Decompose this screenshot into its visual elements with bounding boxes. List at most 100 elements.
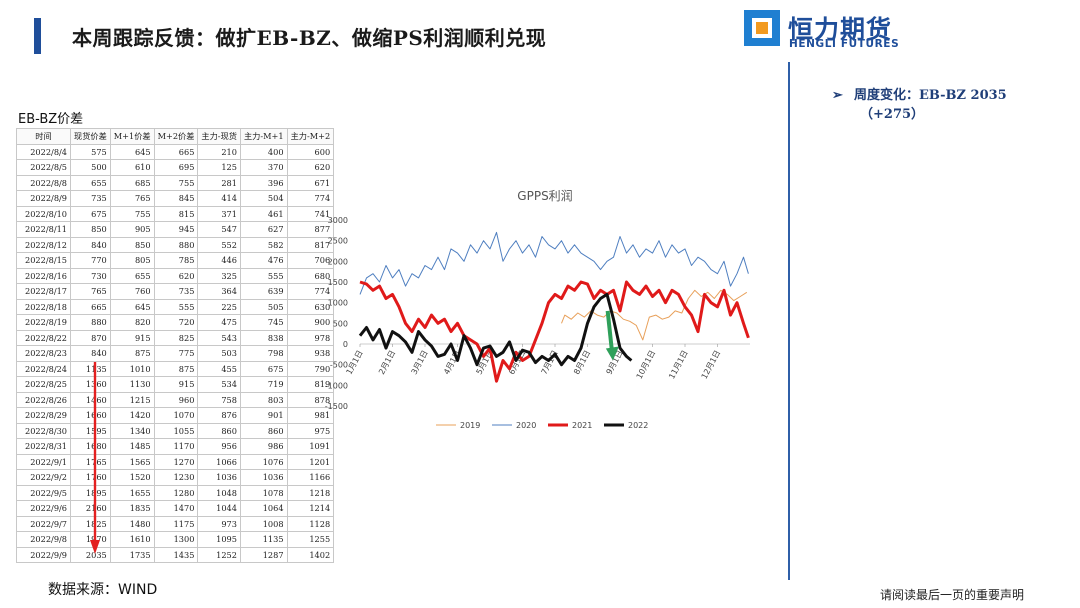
table-cell: 1095: [197, 531, 241, 548]
table-cell: 805: [109, 252, 155, 269]
table-cell: 2022/8/11: [16, 221, 71, 238]
table-cell: 803: [239, 391, 288, 408]
table-cell: 1076: [239, 453, 288, 470]
table-cell: 1214: [286, 500, 335, 517]
table-cell: 840: [70, 345, 111, 362]
weekly-change-note: ➢ 周度变化：EB-BZ 2035 （+275）: [832, 86, 1007, 124]
bullet-arrow-icon: ➢: [832, 88, 843, 103]
table-cell: 1175: [153, 515, 199, 532]
table-row: 2022/9/6 2160 1835 1470 1044 1064 1214: [16, 500, 335, 517]
table-cell: 639: [239, 283, 288, 300]
table-cell: 745: [239, 314, 288, 331]
table-cell: 915: [109, 329, 155, 346]
table-cell: 210: [197, 143, 241, 160]
table-cell: 695: [153, 159, 199, 176]
table-cell: 2022/8/8: [16, 174, 71, 191]
table-cell: 860: [197, 422, 241, 439]
table-cell: 325: [197, 267, 241, 284]
table-row: 2022/8/10 675 755 815 371 461 741: [16, 205, 335, 222]
table-header-cell: 主力-现货: [197, 128, 241, 145]
y-tick-label: 500: [333, 319, 348, 328]
y-tick-label: 1000: [328, 299, 348, 308]
table-header-cell: 时间: [16, 128, 71, 145]
table-cell: 1485: [109, 438, 155, 455]
table-cell: 1135: [239, 531, 288, 548]
table-row: 2022/8/22 870 915 825 543 838 978: [16, 329, 335, 346]
table-row: 2022/9/1 1765 1565 1270 1066 1076 1201: [16, 453, 335, 470]
table-cell: 758: [197, 391, 241, 408]
table-cell: 770: [70, 252, 111, 269]
x-tick-label: 8月1日: [572, 349, 592, 376]
table-cell: 1078: [239, 484, 288, 501]
table-cell: 2022/8/9: [16, 190, 71, 207]
logo-english-name: HENGLI FUTURES: [789, 38, 900, 50]
y-tick-label: -1000: [325, 381, 348, 390]
table-row: 2022/8/19 880 820 720 475 745 900: [16, 314, 335, 331]
table-header-cell: 主力-M+2: [286, 128, 335, 145]
table-cell: 2022/8/4: [16, 143, 71, 160]
table-row: 2022/8/23 840 875 775 503 798 938: [16, 345, 335, 362]
table-cell: 2022/8/18: [16, 298, 71, 315]
table-cell: 2022/8/23: [16, 345, 71, 362]
logo-icon: [744, 10, 780, 46]
page-title: 本周跟踪反馈：做扩EB-BZ、做缩PS利润顺利兑现: [72, 26, 547, 50]
table-cell: 2022/8/30: [16, 422, 71, 439]
table-cell: 945: [153, 221, 199, 238]
table-cell: 685: [109, 174, 155, 191]
table-cell: 760: [109, 283, 155, 300]
table-cell: 2022/9/6: [16, 500, 71, 517]
table-cell: 1008: [239, 515, 288, 532]
table-title: EB-BZ价差: [18, 112, 84, 127]
table-cell: 446: [197, 252, 241, 269]
table-row: 2022/8/11 850 905 945 547 627 877: [16, 221, 335, 238]
table-cell: 620: [286, 159, 335, 176]
table-cell: 364: [197, 283, 241, 300]
table-cell: 960: [153, 391, 199, 408]
series-line-2022: [358, 292, 633, 367]
series-line-2019: [561, 289, 748, 341]
table-cell: 2022/8/17: [16, 283, 71, 300]
table-cell: 817: [286, 236, 335, 253]
table-cell: 2022/8/26: [16, 391, 71, 408]
table-cell: 1520: [109, 469, 155, 486]
table-header-cell: 现货价差: [70, 128, 111, 145]
legend-label: 2020: [516, 421, 536, 430]
table-header-cell: M+2价差: [153, 128, 199, 145]
table-cell: 2022/8/31: [16, 438, 71, 455]
table-cell: 620: [153, 267, 199, 284]
table-row: 2022/9/8 1970 1610 1300 1095 1135 1255: [16, 531, 335, 548]
table-row: 2022/8/12 840 850 880 552 582 817: [16, 236, 335, 253]
table-row: 2022/8/17 765 760 735 364 639 774: [16, 283, 335, 300]
table-cell: 396: [239, 174, 288, 191]
table-cell: 1036: [239, 469, 288, 486]
table-cell: 461: [239, 205, 288, 222]
table-cell: 125: [197, 159, 241, 176]
table-row: 2022/8/9 735 765 845 414 504 774: [16, 190, 335, 207]
table-cell: 505: [239, 298, 288, 315]
table-cell: 2022/8/15: [16, 252, 71, 269]
table-cell: 1420: [109, 407, 155, 424]
table-cell: 555: [239, 267, 288, 284]
table-cell: 552: [197, 236, 241, 253]
x-tick-label: 7月1日: [540, 349, 560, 376]
table-cell: 1435: [153, 546, 199, 563]
table-cell: 455: [197, 360, 241, 377]
table-cell: 1036: [197, 469, 241, 486]
table-cell: 956: [197, 438, 241, 455]
table-cell: 225: [197, 298, 241, 315]
table-cell: 838: [239, 329, 288, 346]
y-tick-label: -500: [330, 361, 348, 370]
table-cell: 2022/8/10: [16, 205, 71, 222]
table-cell: 765: [109, 190, 155, 207]
table-row: 2022/8/5 500 610 695 125 370 620: [16, 159, 335, 176]
table-cell: 1044: [197, 500, 241, 517]
table-cell: 555: [153, 298, 199, 315]
table-cell: 655: [70, 174, 111, 191]
table-cell: 281: [197, 174, 241, 191]
table-cell: 1280: [153, 484, 199, 501]
table-cell: 905: [109, 221, 155, 238]
green-arrow-shaft: [605, 310, 614, 351]
table-cell: 876: [197, 407, 241, 424]
table-cell: 2022/9/9: [16, 546, 71, 563]
table-body: 2022/8/4 575 645 665 210 400 600 2022/8/5 500 610…: [16, 143, 335, 563]
